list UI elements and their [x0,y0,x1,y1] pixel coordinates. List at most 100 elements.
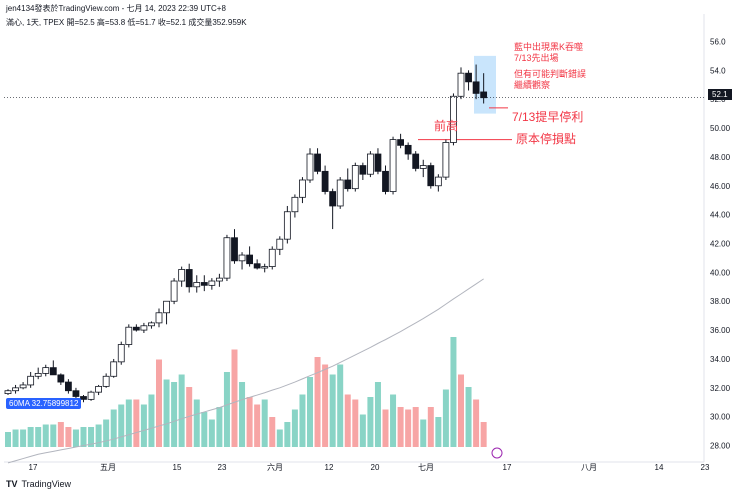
candle-body [117,344,125,363]
candle-body [412,153,420,169]
candle-body [215,277,223,282]
volume-bar [337,364,344,447]
volume-bar [95,424,102,447]
volume-bar [276,429,283,447]
candle-body [306,153,314,181]
volume-bar [110,409,117,447]
time-tick-label: 12 [325,463,334,472]
candle-body [155,312,163,324]
volume-bar [246,397,253,447]
volume-bar [480,422,487,447]
volume-bar [329,374,336,447]
annotation-note-1: 藍中出現黑K吞噬 [514,42,584,52]
volume-bar [284,422,291,447]
candlestick-chart[interactable]: 56.054.052.050.0048.0046.0044.0042.0040.… [0,0,740,474]
candle-body [457,72,465,97]
annotation-note-2: 7/13先出場 [514,53,559,63]
volume-bar [72,429,79,447]
price-tick-label: 30.00 [710,413,731,422]
volume-bar [65,427,72,447]
annotation-note-3: 但有可能判斷錯誤 [514,69,587,79]
volume-bar [442,389,449,447]
volume-bar [465,387,472,447]
candle-body [397,139,405,146]
volume-bar [307,377,313,447]
price-tick-label: 36.00 [710,326,731,335]
volume-bar [382,409,389,447]
volume-bar [140,404,147,447]
volume-bar [201,412,208,447]
price-tick-label: 50.00 [710,124,731,133]
price-tick-label: 42.00 [710,240,731,249]
candle-body [208,280,216,286]
candle-body [344,179,352,190]
time-tick-label: 17 [29,463,38,472]
candle-body [132,326,140,331]
event-marker-icon [491,447,503,459]
volume-bar [458,374,464,447]
volume-bar [344,394,351,447]
volume-bar [118,404,125,447]
volume-bar [35,427,42,447]
volume-bar [374,382,381,447]
candle-body [465,72,472,83]
annotation-prev-high: 前高 [434,119,459,133]
volume-bar [186,387,193,447]
volume-bar [12,429,19,447]
candle-body [472,81,480,94]
candle-body [110,361,118,377]
volume-bar [163,379,170,447]
ma-badge: 60MA 32.75899812 [6,398,82,409]
footer-brand: TradingView [21,479,72,489]
time-tick-label: 五月 [100,463,116,472]
volume-bar [397,407,404,447]
volume-bar [148,394,155,447]
candle-body [80,396,87,400]
volume-bar [473,399,480,447]
volume-bar [254,404,261,447]
candle-body [253,263,261,269]
candle-body [49,367,57,376]
time-tick-label: 15 [173,463,182,472]
volume-bar [435,417,442,447]
candle-body [65,381,72,392]
candle-body [283,211,291,240]
candle-body [351,165,359,190]
time-tick-label: 23 [218,463,227,472]
candle-body [321,170,329,192]
volume-bar [216,407,223,447]
candle-body [34,372,42,377]
candle-body [102,375,110,387]
candle-body [148,322,155,327]
candle-body [72,390,80,397]
highlight-box [474,55,496,114]
candle-body [140,325,148,331]
candle-body [4,390,12,395]
candle-body [442,142,450,178]
volume-bar [314,357,321,447]
candle-body [366,153,374,175]
candle-body [12,387,19,392]
candle-body [427,165,435,187]
candle-body [87,391,95,400]
volume-bar [42,424,49,447]
volume-bar [420,419,427,447]
time-tick-label: 14 [655,463,664,472]
candle-body [163,300,170,314]
time-tick-label: 23 [701,463,710,472]
price-tick-label: 44.00 [710,211,731,220]
time-tick-label: 六月 [267,462,283,472]
candle-body [419,165,427,169]
candle-body [246,254,254,265]
price-tick-label: 32.00 [710,384,731,393]
candle-body [389,139,397,192]
volume-bar [231,349,238,447]
volume-bar [359,414,366,447]
candle-body [27,375,35,386]
candle-body [299,179,306,198]
volume-bar [223,372,230,447]
volume-bar [239,382,246,447]
candle-body [231,237,238,262]
volume-bar [352,399,359,447]
footer: TV TradingView [6,479,71,489]
